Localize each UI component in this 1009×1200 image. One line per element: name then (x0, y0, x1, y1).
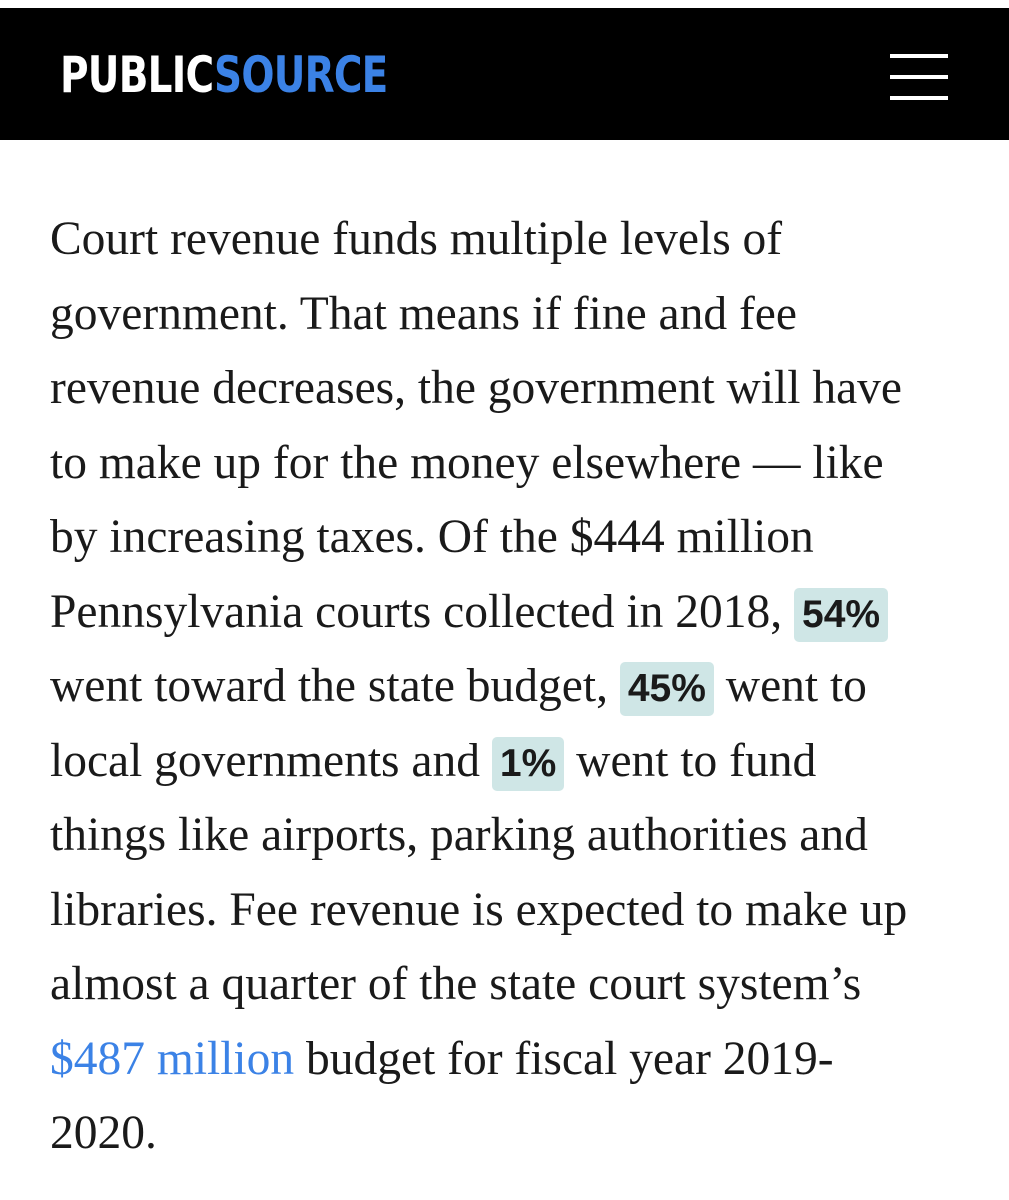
hamburger-menu-icon (890, 54, 948, 58)
article-line: libraries. Fee revenue is expected to ma… (50, 883, 908, 936)
budget-link[interactable]: $487 million (50, 1032, 295, 1085)
article-line: revenue decreases, the government will h… (50, 362, 902, 414)
article-line: almost a quarter of the state court syst… (50, 958, 862, 1010)
article-line: 2020. (50, 1107, 157, 1159)
article-line: went toward the state budget, 45% went t… (50, 649, 960, 724)
article-line: Court revenue funds multiple levels of (50, 213, 783, 265)
article-text: Pennsylvania courts collected in 2018, (50, 585, 794, 638)
article-line: things like airports, parking authoritie… (50, 809, 868, 861)
article-line: Pennsylvania courts collected in 2018, 5… (50, 575, 960, 650)
hamburger-menu-icon-line (890, 75, 948, 79)
article-line: to make up for the money elsewhere — lik… (50, 436, 884, 489)
article-line: by increasing taxes. Of the $444 million (50, 511, 814, 563)
logo-text-source: SOURCE (214, 46, 388, 104)
article-text: went to fund (564, 734, 817, 787)
stat-highlight-local-governments: 45% (619, 662, 714, 716)
site-header: PUBLICSOURCE (0, 8, 1009, 140)
article-paragraph: Court revenue funds multiple levels of g… (50, 202, 960, 1171)
article-line: $487 million budget for fiscal year 2019… (50, 1022, 960, 1097)
hamburger-menu-icon-line (890, 96, 948, 100)
site-logo[interactable]: PUBLICSOURCE (60, 46, 388, 104)
logo-text-public: PUBLIC (60, 46, 215, 104)
menu-button[interactable] (880, 48, 952, 106)
article-text: went to (713, 660, 867, 712)
article-line: local governments and 1% went to fund (50, 724, 960, 799)
article-text: budget for fiscal year 2019- (294, 1032, 834, 1085)
article-text: went toward the state budget, (50, 660, 620, 712)
article-text: local governments and (50, 734, 492, 787)
article-line: government. That means if fine and fee (50, 287, 797, 340)
stat-highlight-other: 1% (491, 736, 565, 791)
stat-highlight-state-budget: 54% (794, 587, 889, 642)
